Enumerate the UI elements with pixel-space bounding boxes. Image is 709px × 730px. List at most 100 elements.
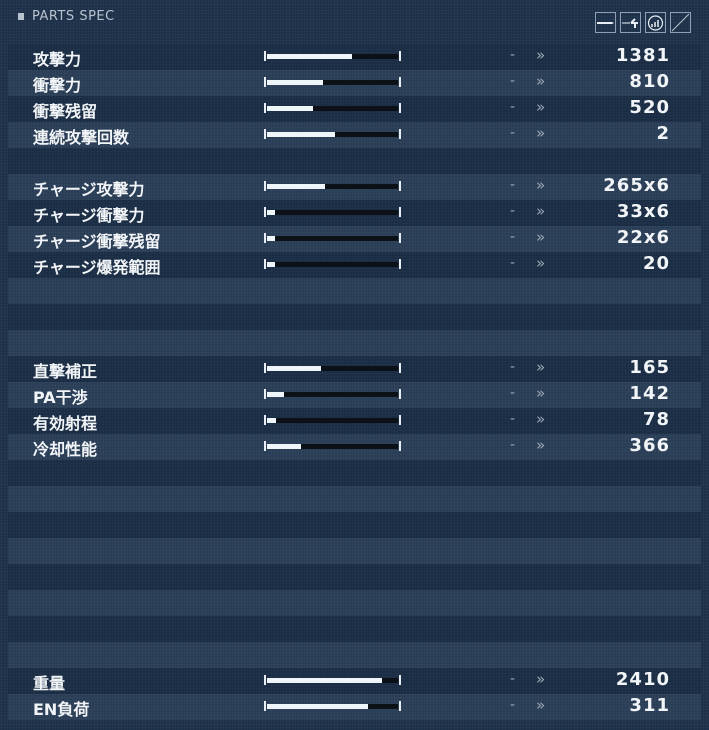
spec-bar — [264, 129, 401, 139]
comparison-value: - — [510, 73, 516, 89]
spec-label: チャージ衝撃力 — [33, 206, 145, 225]
spec-bar-fill — [267, 132, 336, 137]
spec-value: 810 — [629, 71, 670, 92]
spec-row: 有効射程 - » 78 — [8, 408, 701, 434]
comparison-value: - — [510, 359, 516, 375]
spec-label: 直撃補正 — [33, 362, 98, 381]
spec-bar — [264, 207, 401, 217]
double-chevron-right-icon: » — [536, 202, 546, 220]
spec-bar — [264, 363, 401, 373]
comparison-value: - — [510, 99, 516, 115]
empty-row — [8, 486, 701, 512]
spec-value: 2 — [656, 123, 670, 144]
spec-bar — [264, 675, 401, 685]
empty-row — [8, 148, 701, 174]
spec-row: チャージ爆発範囲 - » 20 — [8, 252, 701, 278]
spec-row: 衝撃残留 - » 520 — [8, 96, 701, 122]
spec-bar — [264, 701, 401, 711]
charge-level-icon[interactable] — [645, 12, 666, 33]
spec-bar-fill — [267, 418, 277, 423]
spec-value: 520 — [629, 97, 670, 118]
toolbar-icons — [595, 12, 691, 33]
empty-row — [8, 616, 701, 642]
weapon-blade-icon[interactable] — [595, 12, 616, 33]
double-chevron-right-icon: » — [536, 670, 546, 688]
spec-row: 重量 - » 2410 — [8, 668, 701, 694]
double-chevron-right-icon: » — [536, 384, 546, 402]
spec-value: 2410 — [615, 669, 670, 690]
weapon-arrow-icon[interactable] — [620, 12, 641, 33]
spec-bar-fill — [267, 366, 321, 371]
spec-label: EN負荷 — [33, 700, 90, 719]
spec-label: チャージ爆発範囲 — [33, 258, 161, 277]
spec-label: 冷却性能 — [33, 440, 98, 459]
empty-row — [8, 590, 701, 616]
comparison-value: - — [510, 411, 516, 427]
spec-bar-fill — [267, 210, 275, 215]
spec-bar — [264, 233, 401, 243]
diagonal-slash-icon[interactable] — [670, 12, 691, 33]
double-chevron-right-icon: » — [536, 46, 546, 64]
empty-row — [8, 564, 701, 590]
spec-label: チャージ衝撃残留 — [33, 232, 161, 251]
double-chevron-right-icon: » — [536, 254, 546, 272]
spec-value: 78 — [642, 409, 670, 430]
spec-label: 衝撃残留 — [33, 102, 98, 121]
spec-bar — [264, 259, 401, 269]
spec-bar — [264, 181, 401, 191]
spec-label: 有効射程 — [33, 414, 98, 433]
spec-row: チャージ攻撃力 - » 265x6 — [8, 174, 701, 200]
comparison-value: - — [510, 229, 516, 245]
spec-bar-fill — [267, 106, 313, 111]
spec-value: 20 — [642, 253, 670, 274]
double-chevron-right-icon: » — [536, 124, 546, 142]
spec-bar — [264, 389, 401, 399]
double-chevron-right-icon: » — [536, 98, 546, 116]
spec-row: チャージ衝撃残留 - » 22x6 — [8, 226, 701, 252]
spec-label: 重量 — [33, 674, 66, 693]
double-chevron-right-icon: » — [536, 72, 546, 90]
comparison-value: - — [510, 177, 516, 193]
double-chevron-right-icon: » — [536, 176, 546, 194]
spec-label: 衝撃力 — [33, 76, 82, 95]
comparison-value: - — [510, 47, 516, 63]
spec-row: 直撃補正 - » 165 — [8, 356, 701, 382]
spec-list: 攻撃力 - » 1381 衝撃力 - » 810 衝撃残留 - » 520 連続攻撃回… — [8, 44, 701, 720]
spec-label: 連続攻撃回数 — [33, 128, 130, 147]
comparison-value: - — [510, 437, 516, 453]
comparison-value: - — [510, 255, 516, 271]
spec-value: 165 — [629, 357, 670, 378]
spec-label: チャージ攻撃力 — [33, 180, 145, 199]
spec-bar-fill — [267, 262, 275, 267]
empty-row — [8, 330, 701, 356]
spec-bar-fill — [267, 184, 325, 189]
double-chevron-right-icon: » — [536, 228, 546, 246]
spec-row: チャージ衝撃力 - » 33x6 — [8, 200, 701, 226]
empty-row — [8, 304, 701, 330]
spec-bar-fill — [267, 678, 383, 683]
spec-bar-fill — [267, 236, 275, 241]
empty-row — [8, 512, 701, 538]
spec-bar — [264, 77, 401, 87]
spec-bar-fill — [267, 444, 302, 449]
spec-bar — [264, 441, 401, 451]
spec-value: 1381 — [615, 45, 670, 66]
spec-bar-fill — [267, 704, 368, 709]
spec-value: 311 — [629, 695, 670, 716]
spec-bar-fill — [267, 54, 353, 59]
double-chevron-right-icon: » — [536, 436, 546, 454]
comparison-value: - — [510, 697, 516, 713]
double-chevron-right-icon: » — [536, 696, 546, 714]
double-chevron-right-icon: » — [536, 358, 546, 376]
spec-row: 冷却性能 - » 366 — [8, 434, 701, 460]
comparison-value: - — [510, 385, 516, 401]
comparison-value: - — [510, 671, 516, 687]
panel-title: PARTS SPEC — [32, 9, 115, 24]
empty-row — [8, 538, 701, 564]
header-square-icon — [18, 13, 24, 20]
comparison-value: - — [510, 125, 516, 141]
empty-row — [8, 460, 701, 486]
spec-row: EN負荷 - » 311 — [8, 694, 701, 720]
panel-header: PARTS SPEC — [18, 9, 115, 24]
spec-row: 連続攻撃回数 - » 2 — [8, 122, 701, 148]
